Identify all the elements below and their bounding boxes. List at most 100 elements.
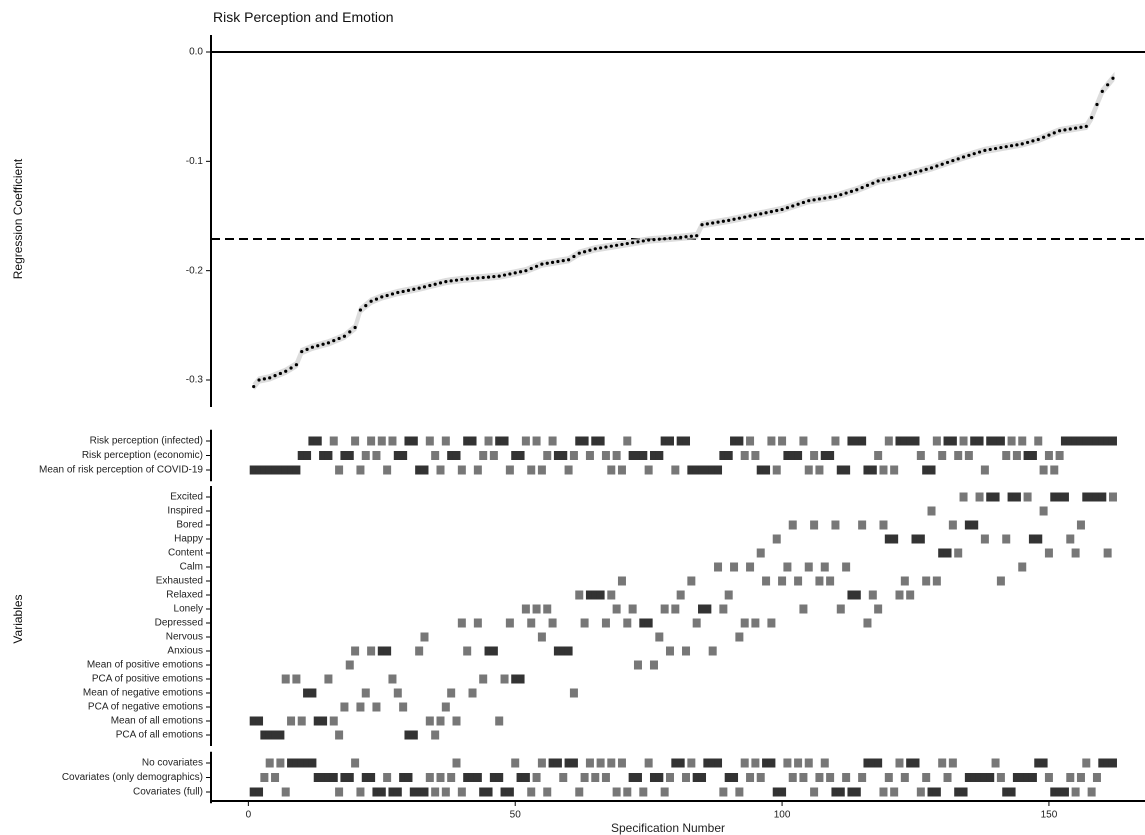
predictor-tile	[569, 451, 578, 460]
coefficient-point	[956, 157, 960, 161]
emotion-tile	[970, 520, 979, 530]
predictor-tile	[1018, 436, 1027, 446]
covariate-label: Covariates (only demographics)	[62, 772, 203, 783]
covariate-tile	[756, 773, 765, 782]
coefficient-point	[550, 260, 555, 264]
emotion-tile	[874, 604, 883, 614]
coefficient-point	[1068, 127, 1072, 131]
coefficient-point	[513, 271, 517, 275]
covariate-tile	[831, 787, 840, 797]
emotion-tile	[762, 576, 771, 586]
coefficient-point	[721, 219, 725, 223]
covariate-tile	[612, 787, 621, 797]
covariate-tile	[810, 787, 819, 797]
predictor-tile	[441, 436, 450, 446]
coefficient-point	[801, 200, 806, 205]
covariate-tile	[516, 773, 525, 782]
predictor-tile	[836, 465, 845, 475]
predictor-tile	[489, 451, 498, 460]
coefficient-point	[374, 297, 379, 301]
predictor-tile	[308, 436, 317, 446]
coefficient-point	[502, 273, 507, 277]
coefficient-point	[668, 236, 672, 240]
emotion-tile	[676, 590, 685, 600]
covariate-tile	[783, 758, 792, 768]
predictor-tile	[276, 465, 285, 475]
predictor-tile	[457, 465, 466, 475]
coefficient-point	[1079, 125, 1083, 129]
coefficient-point	[1074, 126, 1078, 130]
covariate-tile	[938, 758, 947, 768]
emotion-label: PCA of negative emotions	[88, 702, 203, 713]
emotion-tile	[730, 562, 739, 572]
predictor-tile	[415, 465, 424, 475]
emotion-tile	[260, 730, 269, 740]
emotion-tile	[799, 604, 808, 614]
coefficient-point	[508, 272, 512, 276]
emotion-tile	[847, 590, 856, 600]
emotion-tile	[617, 576, 626, 586]
emotion-tile	[767, 618, 776, 628]
predictor-panel: Risk perception (infected) Risk perceptio…	[39, 429, 1117, 482]
covariate-tile	[361, 773, 370, 782]
covariate-tile	[746, 773, 755, 782]
emotion-tile	[532, 604, 541, 614]
coefficient-point	[807, 199, 811, 203]
emotion-label: Inspired	[167, 506, 203, 517]
coefficient-point	[284, 369, 288, 373]
coefficient-point	[945, 160, 950, 165]
coefficient-point	[732, 217, 736, 221]
emotion-tile	[1108, 492, 1117, 502]
covariate-tile	[980, 773, 989, 782]
covariate-tile	[900, 773, 909, 782]
emotion-tile	[687, 576, 696, 586]
covariate-tile	[388, 787, 397, 797]
predictor-tile	[516, 451, 525, 460]
coefficient-point	[316, 344, 320, 348]
coefficient-point	[1084, 124, 1088, 128]
predictor-tile	[868, 465, 877, 475]
emotion-tile	[932, 576, 941, 586]
coefficient-point	[929, 166, 934, 170]
predictor-tile	[452, 451, 461, 460]
covariate-tile	[959, 787, 968, 797]
coefficient-point	[417, 286, 421, 290]
predictor-tile	[762, 465, 771, 475]
emotion-tile	[559, 646, 568, 656]
predictor-tile	[714, 465, 723, 475]
predictor-tile	[425, 436, 434, 446]
coefficient-point	[913, 170, 918, 174]
predictor-tile	[676, 436, 685, 446]
predictor-tile	[260, 465, 269, 475]
emotion-tile	[399, 702, 408, 712]
covariate-tile	[356, 787, 365, 797]
predictor-tile	[820, 451, 829, 460]
coefficient-point	[572, 254, 576, 259]
emotion-tile	[1082, 492, 1091, 502]
coefficient-point	[1100, 89, 1104, 93]
covariate-tile	[271, 773, 280, 782]
predictor-tile	[708, 465, 717, 475]
covariate-tile	[1076, 773, 1085, 782]
covariate-tile	[649, 773, 658, 782]
covariate-tile	[1002, 787, 1011, 797]
coefficient-point	[791, 204, 795, 208]
covariate-tile	[799, 773, 808, 782]
emotion-tile	[836, 604, 845, 614]
y-tick-label: -0.1	[186, 156, 204, 167]
coefficient-point	[679, 235, 683, 239]
emotion-tile	[612, 604, 621, 614]
emotion-tile	[303, 688, 312, 698]
covariate-tile	[367, 773, 376, 782]
coefficient-point	[988, 147, 992, 152]
predictor-tile	[329, 436, 338, 446]
coefficient-point	[823, 196, 827, 200]
covariate-tile	[724, 773, 733, 782]
covariate-tile	[948, 758, 957, 768]
coefficient-point	[524, 269, 528, 273]
emotion-tile	[329, 716, 338, 726]
coefficient-point	[977, 150, 982, 154]
coefficient-point	[1106, 83, 1110, 87]
covariate-tile	[820, 758, 829, 768]
predictor-tile	[756, 465, 765, 475]
